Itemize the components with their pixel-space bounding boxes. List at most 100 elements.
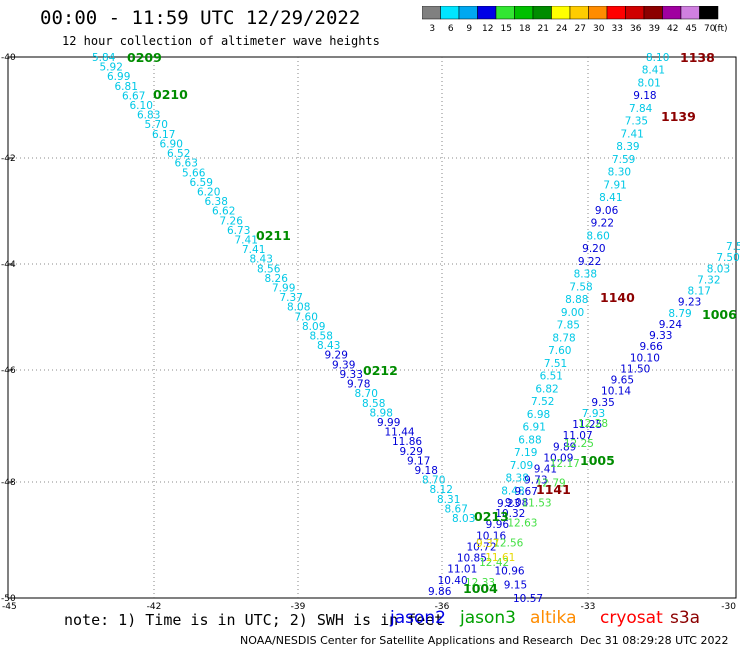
pass-time-label: 1005: [580, 453, 615, 468]
wave-height-value: 6.98: [527, 409, 550, 421]
wave-height-value: 8.98: [370, 407, 393, 419]
longitude-label: -33: [581, 602, 596, 610]
legend-label-6: 6: [448, 24, 454, 34]
wave-height-value: 9.22: [578, 256, 601, 268]
wave-height-value: 10.96: [495, 566, 525, 578]
wave-height-value: 8.08: [287, 302, 310, 314]
wave-height-value: 7.53: [726, 241, 740, 253]
wave-height-value: 8.70: [422, 475, 445, 487]
pass-time-label: 0209: [127, 50, 162, 65]
wave-height-value: 9.22: [591, 218, 614, 230]
wave-height-value: 11.50: [620, 363, 650, 375]
wave-height-value: 7.60: [295, 311, 318, 323]
wave-height-value: 9.18: [633, 90, 656, 102]
wave-height-value: 11.86: [392, 436, 422, 448]
wave-height-value: 6.10: [130, 100, 153, 112]
wave-height-value: 10.16: [476, 530, 506, 542]
wave-height-value: 12.42: [479, 557, 509, 569]
wave-height-value: 9.06: [595, 205, 619, 217]
wave-height-value: 8.38: [506, 473, 529, 485]
wave-height-value: 8.30: [608, 167, 631, 179]
latitude-label: -40: [1, 53, 16, 63]
wave-height-value: 8.39: [616, 141, 639, 153]
wave-height-value: 6.91: [523, 422, 546, 434]
wave-height-value: 6.51: [540, 371, 563, 383]
wave-height-value: 7.58: [569, 281, 592, 293]
wave-height-value: 6.83: [137, 110, 160, 122]
wave-height-value: 7.52: [531, 396, 554, 408]
pass-time-label: 0213: [474, 509, 509, 524]
wave-height-value: 9.86: [428, 586, 452, 598]
wave-height-value: 7.91: [603, 179, 626, 191]
longitude-label: -45: [2, 602, 17, 610]
legend-swatch-70: [699, 6, 719, 20]
wave-height-value: 10.32: [495, 508, 525, 520]
legend-label-27: 27: [575, 24, 586, 34]
wave-height-value: 10.09: [543, 452, 573, 464]
longitude-label: -30: [721, 602, 736, 610]
wave-height-value: 9.35: [591, 397, 614, 409]
wave-height-value: 8.58: [310, 331, 333, 343]
wave-height-value: 9.23: [678, 297, 701, 309]
wave-height-value: 6.63: [175, 158, 198, 170]
legend-label-39: 39: [649, 24, 661, 34]
satellite-label-cryosat: cryosat: [600, 608, 663, 628]
wave-height-value: 9.65: [611, 375, 634, 387]
wave-height-value: 8.01: [637, 77, 660, 89]
wave-height-value: 9.29: [325, 350, 348, 362]
generation-timestamp: Dec 31 08:29:28 UTC 2022: [580, 634, 729, 647]
legend-label-30: 30: [593, 24, 605, 34]
wave-height-value: 8.78: [552, 332, 575, 344]
wave-height-value: 8.58: [362, 398, 385, 410]
wave-height-value: 6.17: [152, 129, 175, 141]
wave-height-value: 5.66: [182, 167, 206, 179]
wave-height-value: 7.50: [716, 252, 739, 264]
wave-height-value: 6.52: [167, 148, 190, 160]
pass-time-label: 1141: [536, 482, 571, 497]
wave-height-value: 7.09: [510, 460, 533, 472]
wave-height-value: 8.10: [646, 52, 669, 64]
wave-height-value: 9.18: [415, 465, 438, 477]
satellite-label-altika: altika: [530, 608, 577, 628]
wave-height-value: 7.84: [629, 103, 653, 115]
legend-label-3: 3: [429, 24, 435, 34]
footer-note: note: 1) Time is in UTC; 2) SWH is in fe…: [64, 611, 444, 629]
wave-height-value: 12.56: [493, 537, 523, 549]
wave-height-value: 7.37: [280, 292, 303, 304]
wave-height-value: 6.67: [122, 90, 145, 102]
wave-height-value: 9.39: [332, 359, 355, 371]
wave-height-value: 9.15: [504, 579, 527, 591]
wave-height-value: 7.93: [582, 408, 605, 420]
wave-height-value: 9.73: [524, 475, 547, 487]
longitude-label: -39: [291, 602, 306, 610]
pass-time-label: 1006: [702, 307, 737, 322]
wave-height-value: 7.51: [544, 358, 567, 370]
wave-height-value: 8.56: [257, 263, 281, 275]
wave-height-value: 6.38: [205, 196, 228, 208]
chart-title: 00:00 - 11:59 UTC 12/29/2022: [40, 7, 361, 29]
wave-height-value: 7.32: [697, 274, 720, 286]
satellite-label-jason3: jason3: [460, 608, 516, 628]
satellite-label-s3a: s3a: [670, 608, 701, 628]
pass-time-label: 1139: [661, 109, 696, 124]
legend-label-36: 36: [630, 24, 642, 34]
wave-height-value: 6.99: [107, 71, 130, 83]
wave-height-value: 11.01: [447, 564, 477, 576]
wave-height-value: 11.25: [572, 419, 602, 431]
map-frame: [7, 56, 737, 599]
wave-height-value: 6.62: [212, 206, 235, 218]
wave-height-value: 9.23: [497, 498, 520, 510]
wave-height-value: 12.28: [578, 418, 608, 430]
wave-height-value: 7.26: [220, 215, 244, 227]
wave-height-value: 8.79: [668, 308, 691, 320]
wave-height-value: 8.12: [430, 484, 453, 496]
wave-height-value: 12.17: [550, 458, 580, 470]
wave-height-value: 6.59: [190, 177, 213, 189]
wave-height-value: 11.44: [385, 427, 415, 439]
wave-height-value: 7.60: [548, 345, 571, 357]
wave-height-value: 10.14: [601, 386, 631, 398]
wave-height-value: 8.41: [642, 65, 665, 77]
chart-subtitle: 12 hour collection of altimeter wave hei…: [62, 34, 380, 48]
pass-time-label: 1140: [600, 290, 635, 305]
wave-height-value: 11.53: [522, 498, 552, 510]
